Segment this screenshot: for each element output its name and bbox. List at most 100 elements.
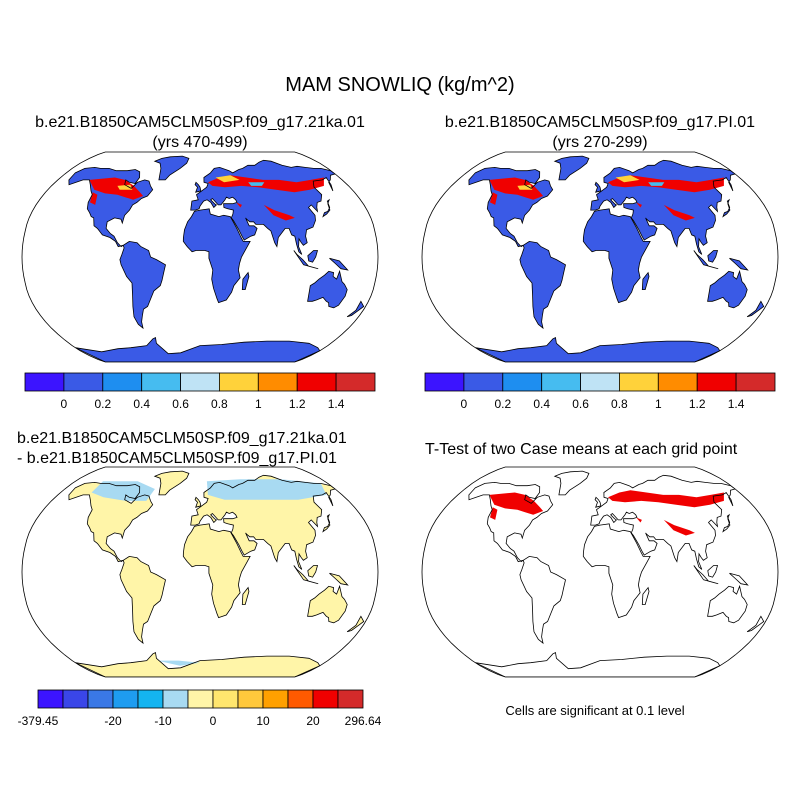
case1-swatch-0 <box>24 372 65 392</box>
case1-label-0: 0 <box>61 397 68 411</box>
case2-label-3: 0.6 <box>572 397 589 411</box>
case1-label-2: 0.4 <box>133 397 150 411</box>
case1-swatch-1 <box>63 372 104 392</box>
case2-swatch-5 <box>619 372 659 392</box>
land-newguinea <box>329 258 348 270</box>
land-samerica <box>119 556 166 644</box>
case1-swatch-3 <box>141 372 181 392</box>
panel2-title-line2: (yrs 270-299) <box>552 134 648 151</box>
difference-swatch-5 <box>162 689 189 709</box>
land-africa <box>183 523 251 618</box>
case2-label-6: 1.2 <box>689 397 706 411</box>
land-australia <box>707 586 748 623</box>
land-uk <box>195 182 201 193</box>
land-nz <box>347 616 364 632</box>
map-border <box>21 466 379 678</box>
land-borneo <box>307 250 318 263</box>
land-borneo <box>707 250 718 263</box>
land-australia <box>307 586 348 623</box>
land-namerica <box>468 482 553 562</box>
snow-region-4 <box>636 517 642 523</box>
case2-label-7: 1.4 <box>728 397 745 411</box>
colorbar-case2: 0 0.2 0.4 0.6 0.8 1 1.2 1.4 <box>424 372 776 411</box>
case2-swatch-2 <box>502 372 543 392</box>
difference-label-1: -20 <box>104 714 122 728</box>
land-antarctica <box>75 652 320 677</box>
land-nz <box>747 616 764 632</box>
panel2-title-line1: b.e21.B1850CAM5CLM50SP.f09_g17.PI.01 <box>444 114 756 131</box>
land-antarctica <box>75 337 320 362</box>
case2-swatch-8 <box>735 372 776 392</box>
land-greenland <box>554 156 589 180</box>
case1-label-7: 1.4 <box>328 397 345 411</box>
case2-label-2: 0.4 <box>533 397 550 411</box>
land-greenland <box>554 471 589 495</box>
land-nz <box>347 301 364 317</box>
snow-region-1 <box>490 192 498 205</box>
land-greenland <box>154 156 189 180</box>
snow-region-1 <box>90 192 98 205</box>
panel1-title-line2: (yrs 470-499) <box>152 134 248 151</box>
land-newguinea <box>329 573 348 585</box>
case2-swatch-0 <box>424 372 465 392</box>
panel4-title: T-Test of two Case means at each grid po… <box>425 440 795 460</box>
difference-swatch-12 <box>337 689 364 709</box>
difference-swatch-8 <box>237 689 264 709</box>
significance-note: Cells are significant at 0.1 level <box>505 703 685 718</box>
difference-swatch-7 <box>212 689 239 709</box>
panel1-title: b.e21.B1850CAM5CLM50SP.f09_g17.21ka.01 (… <box>0 113 400 153</box>
land-samerica <box>119 241 166 329</box>
map-case1 <box>21 151 379 363</box>
snow-region-3 <box>663 519 695 536</box>
case1-swatch-2 <box>102 372 143 392</box>
land-australia <box>707 271 748 308</box>
case1-label-4: 0.8 <box>211 397 228 411</box>
case1-swatch-7 <box>296 372 337 392</box>
map-border <box>421 151 779 363</box>
land-namerica <box>68 482 153 562</box>
difference-swatch-11 <box>312 689 339 709</box>
case2-swatch-6 <box>657 372 698 392</box>
land-uk <box>595 497 601 508</box>
difference-label-0: -379.45 <box>18 714 59 728</box>
snow-region-3 <box>263 204 295 221</box>
land-uk <box>595 182 601 193</box>
map-border <box>21 151 379 363</box>
land-samerica <box>519 556 566 644</box>
land-madagascar <box>242 587 249 605</box>
land-newguinea <box>729 258 748 270</box>
case2-swatch-7 <box>696 372 737 392</box>
case2-label-5: 1 <box>655 397 662 411</box>
difference-swatch-4 <box>137 689 164 709</box>
panel1-title-line1: b.e21.B1850CAM5CLM50SP.f09_g17.21ka.01 <box>35 114 365 131</box>
land-africa <box>583 208 651 303</box>
land-nz <box>747 301 764 317</box>
snow-region-0 <box>489 492 544 515</box>
land-borneo <box>707 565 718 578</box>
difference-swatch-9 <box>262 689 289 709</box>
case2-label-0: 0 <box>461 397 468 411</box>
map-ttest <box>421 466 779 678</box>
map-difference <box>21 466 379 678</box>
snow-region-3 <box>663 204 695 221</box>
snow-region-4 <box>236 202 242 208</box>
panel4-title-line1: T-Test of two Case means at each grid po… <box>425 441 738 458</box>
colorbar-difference: -379.45 -20 -10 0 10 20 296.64 <box>18 689 382 728</box>
snow-region-4 <box>636 202 642 208</box>
case1-label-1: 0.2 <box>94 397 111 411</box>
difference-swatch-10 <box>287 689 314 709</box>
case2-label-1: 0.2 <box>494 397 511 411</box>
case1-swatch-5 <box>218 372 259 392</box>
difference-label-5: 20 <box>306 714 320 728</box>
colorbar-case1: 0 0.2 0.4 0.6 0.8 1 1.2 1.4 <box>24 372 376 411</box>
map-border <box>421 466 779 678</box>
case1-label-5: 1 <box>255 397 262 411</box>
snow-region-2 <box>608 490 724 508</box>
land-namerica <box>68 167 153 247</box>
case1-swatch-6 <box>257 372 298 392</box>
case2-swatch-4 <box>580 372 620 392</box>
difference-swatch-2 <box>87 689 114 709</box>
land-uk <box>195 497 201 508</box>
